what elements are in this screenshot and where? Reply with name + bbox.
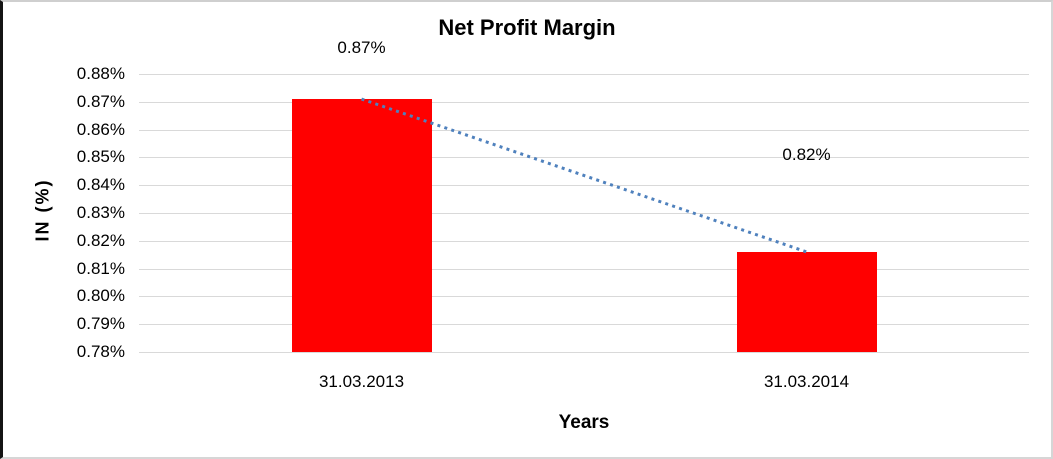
gridline (139, 240, 1029, 242)
gridline (139, 101, 1029, 103)
gridline (139, 352, 1029, 353)
y-tick-label: 0.83% (76, 203, 125, 222)
chart-title: Net Profit Margin (438, 15, 616, 40)
y-tick-label: 0.80% (76, 286, 125, 306)
y-tick-label: 0.87% (76, 91, 125, 111)
gridline (139, 324, 1029, 326)
x-tick-label: 31.03.2013 (318, 372, 405, 391)
x-axis-title: Years (558, 412, 610, 433)
y-tick-label: 0.82% (76, 230, 125, 250)
y-tick-label: 0.84% (76, 175, 125, 195)
y-tick-label: 0.81% (76, 258, 125, 278)
y-tick-label: 0.79% (76, 314, 125, 334)
data-label: 0.87% (337, 38, 386, 57)
gridline (139, 296, 1029, 298)
y-tick-label: 0.86% (76, 119, 125, 139)
y-tick-label: 0.78% (76, 342, 125, 361)
trendline (361, 97, 807, 254)
x-tick-label: 31.03.2014 (763, 372, 850, 391)
bar-31.03.2013 (291, 99, 432, 352)
gridline (139, 213, 1029, 214)
y-tick-label: 0.88% (76, 64, 125, 83)
data-label: 0.82% (782, 145, 831, 164)
gridline (139, 185, 1029, 187)
y-tick-label: 0.85% (76, 147, 125, 167)
bar-31.03.2014 (736, 251, 877, 352)
plot-area (139, 74, 1029, 353)
gridline (139, 157, 1029, 159)
gridline (139, 268, 1029, 270)
gridline (139, 74, 1029, 75)
gridline (139, 129, 1029, 131)
